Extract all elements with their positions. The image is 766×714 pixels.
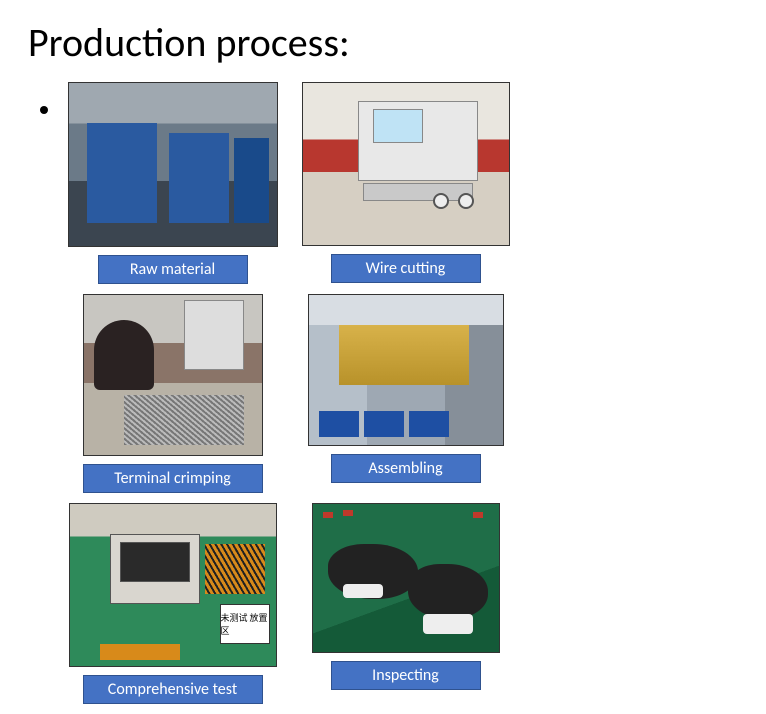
step-raw-material: Raw material <box>60 82 285 284</box>
step-terminal-crimping: Terminal crimping <box>60 294 285 493</box>
label-terminal-crimping: Terminal crimping <box>83 464 263 493</box>
label-comprehensive-test: Comprehensive test <box>83 675 263 704</box>
step-wire-cutting: Wire cutting <box>293 82 518 284</box>
label-wire-cutting: Wire cutting <box>331 254 481 283</box>
step-comprehensive-test: 未测试 放置区 Comprehensive test <box>60 503 285 704</box>
photo-raw-material <box>68 82 278 247</box>
photo-comprehensive-test: 未测试 放置区 <box>69 503 277 667</box>
label-assembling: Assembling <box>331 454 481 483</box>
photo-assembling <box>308 294 504 446</box>
label-raw-material: Raw material <box>98 255 248 284</box>
photo-terminal-crimping <box>83 294 263 456</box>
step-assembling: Assembling <box>293 294 518 493</box>
process-grid: Raw material Wire cutting Terminal crimp… <box>60 82 736 714</box>
photo-inspecting <box>312 503 500 653</box>
label-inspecting: Inspecting <box>331 661 481 690</box>
bullet-dot <box>40 106 48 114</box>
page-title: Production process: <box>28 18 350 67</box>
step-inspecting: Inspecting <box>293 503 518 704</box>
photo-wire-cutting <box>302 82 510 246</box>
test-sign: 未测试 放置区 <box>220 604 270 644</box>
